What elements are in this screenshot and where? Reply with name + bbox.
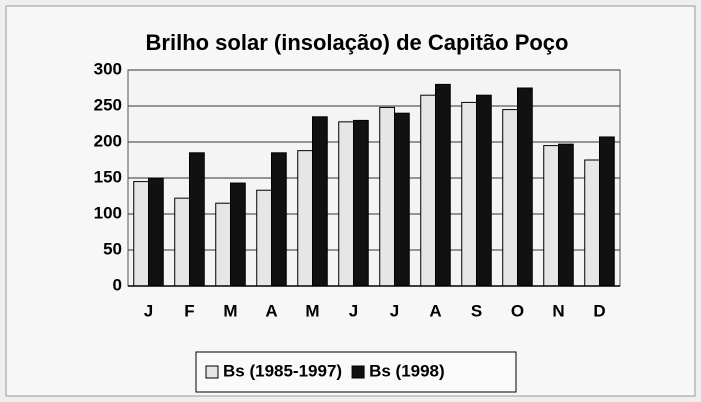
y-tick-label: 200 [94, 131, 122, 150]
bar [133, 181, 150, 287]
bar [517, 87, 533, 287]
bar [435, 83, 451, 287]
y-tick-label: 50 [103, 239, 122, 258]
bar [394, 112, 410, 287]
bar [558, 143, 574, 287]
bar [584, 159, 600, 287]
y-tick-label: 250 [94, 95, 122, 114]
legend-swatch [205, 365, 219, 379]
bar [189, 152, 205, 287]
bar [420, 94, 436, 287]
y-tick-label: 300 [94, 59, 122, 78]
bar [256, 189, 272, 287]
bar [599, 136, 615, 287]
y-tick-label: 150 [94, 167, 122, 186]
x-tick-label: J [390, 301, 399, 320]
x-tick-label: M [305, 301, 319, 320]
x-tick-label: S [471, 301, 482, 320]
chart-title: Brilho solar (insolação) de Capitão Poço [146, 30, 569, 55]
bar [174, 197, 191, 287]
bar [353, 119, 369, 287]
y-tick-label: 100 [94, 203, 122, 222]
x-tick-label: O [511, 301, 524, 320]
bar [338, 121, 354, 287]
x-tick-label: D [593, 301, 605, 320]
bar [312, 116, 328, 287]
x-tick-label: F [184, 301, 194, 320]
x-tick-label: N [552, 301, 564, 320]
x-tick-label: J [144, 301, 153, 320]
legend-label: Bs (1998) [369, 361, 445, 380]
legend-label: Bs (1985-1997) [223, 361, 342, 380]
bar [297, 150, 313, 287]
bar [461, 101, 477, 287]
bar [215, 202, 232, 287]
bar [148, 177, 164, 287]
y-tick-label: 0 [113, 275, 122, 294]
x-tick-label: A [265, 301, 277, 320]
bar [379, 106, 395, 287]
bar [230, 182, 246, 287]
bar [543, 145, 559, 287]
x-tick-label: A [429, 301, 441, 320]
bar [271, 152, 287, 287]
bar [476, 94, 492, 287]
legend-swatch [351, 365, 365, 379]
bar [502, 109, 518, 287]
x-tick-label: M [223, 301, 237, 320]
x-tick-label: J [349, 301, 358, 320]
